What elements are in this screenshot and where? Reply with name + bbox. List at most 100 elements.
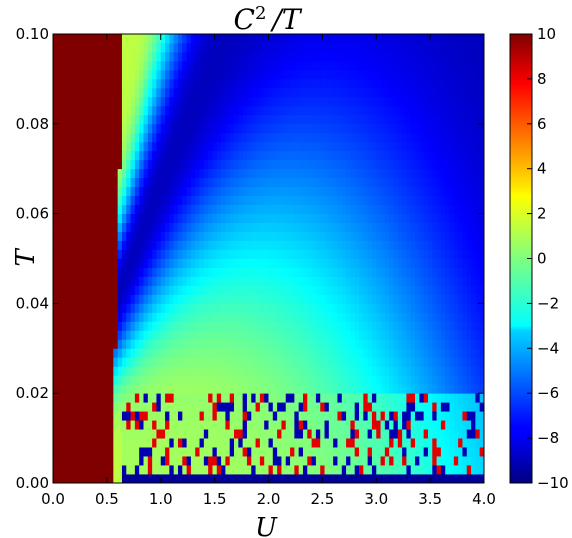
heatmap-cell [458, 474, 463, 484]
heatmap-cell [479, 303, 485, 313]
heatmap-cell [238, 447, 244, 457]
heatmap-cell [458, 141, 463, 152]
heatmap-cell [440, 159, 446, 170]
heatmap-cell [290, 78, 295, 89]
heatmap-cell [277, 348, 282, 358]
heatmap-cell [346, 303, 351, 313]
heatmap-cell [126, 438, 131, 448]
heatmap-cell [255, 375, 261, 385]
heatmap-cell [225, 42, 231, 53]
heatmap-cell [152, 429, 157, 439]
heatmap-cell [165, 384, 170, 394]
heatmap-cell [186, 69, 192, 80]
heatmap-cell [277, 447, 282, 457]
heatmap-cell [221, 303, 226, 313]
heatmap-cell [91, 51, 97, 62]
heatmap-cell [337, 330, 343, 340]
heatmap-cell [182, 42, 188, 53]
heatmap-cell [100, 294, 106, 304]
heatmap-cell [458, 240, 463, 250]
heatmap-cell [221, 204, 226, 214]
heatmap-cell [203, 132, 209, 143]
heatmap-cell [229, 456, 235, 466]
heatmap-cell [458, 51, 463, 62]
heatmap-cell [251, 222, 256, 232]
heatmap-cell [264, 402, 269, 412]
heatmap-cell [173, 114, 179, 125]
heatmap-cell [350, 87, 356, 98]
heatmap-cell [445, 87, 450, 98]
heatmap-cell [78, 375, 84, 385]
heatmap-cell [285, 438, 291, 448]
heatmap-cell [406, 141, 412, 152]
heatmap-cell [371, 465, 377, 475]
heatmap-cell [445, 285, 450, 295]
heatmap-cell [285, 105, 291, 116]
heatmap-cell [436, 411, 442, 421]
heatmap-cell [307, 69, 312, 80]
heatmap-cell [78, 429, 84, 439]
heatmap-cell [419, 132, 425, 143]
heatmap-cell [380, 411, 386, 421]
heatmap-cell [380, 168, 386, 179]
heatmap-cell [259, 258, 265, 268]
heatmap-cell [225, 429, 231, 439]
heatmap-cell [324, 420, 330, 430]
heatmap-cell [113, 213, 119, 223]
heatmap-cell [212, 357, 218, 367]
heatmap-cell [337, 429, 343, 439]
heatmap-cell [212, 411, 218, 421]
heatmap-cell [371, 213, 377, 223]
heatmap-cell [238, 177, 244, 188]
heatmap-cell [186, 195, 192, 206]
heatmap-cell [165, 285, 170, 295]
heatmap-cell [311, 204, 317, 214]
heatmap-cell [165, 105, 170, 116]
heatmap-cell [165, 375, 170, 385]
heatmap-cell [350, 447, 356, 457]
heatmap-cell [177, 159, 183, 170]
heatmap-cell [83, 285, 88, 295]
heatmap-cell [380, 186, 386, 197]
heatmap-cell [173, 249, 179, 259]
heatmap-cell [246, 105, 252, 116]
heatmap-cell [121, 258, 127, 268]
heatmap-cell [234, 51, 239, 62]
heatmap-cell [453, 249, 459, 259]
heatmap-cell [156, 186, 162, 197]
heatmap-cell [177, 438, 183, 448]
heatmap-cell [160, 60, 166, 71]
heatmap-cell [449, 87, 455, 98]
heatmap-cell [238, 87, 244, 98]
heatmap-cell [294, 366, 300, 376]
heatmap-cell [415, 60, 420, 71]
heatmap-cell [371, 177, 377, 188]
heatmap-cell [311, 249, 317, 259]
heatmap-cell [453, 348, 459, 358]
heatmap-cell [57, 195, 63, 206]
heatmap-cell [104, 60, 110, 71]
heatmap-cell [294, 132, 300, 143]
heatmap-cell [165, 321, 170, 331]
heatmap-cell [359, 51, 364, 62]
heatmap-cell [74, 465, 80, 475]
heatmap-cell [367, 330, 373, 340]
heatmap-cell [83, 339, 88, 349]
heatmap-cell [290, 168, 295, 179]
heatmap-cell [143, 132, 149, 143]
heatmap-cell [117, 105, 123, 116]
heatmap-cell [109, 321, 114, 331]
heatmap-cell [402, 195, 407, 206]
heatmap-cell [402, 231, 407, 241]
heatmap-cell [186, 222, 192, 232]
heatmap-cell [83, 150, 88, 161]
heatmap-cell [195, 78, 200, 89]
heatmap-cell [221, 78, 226, 89]
heatmap-cell [419, 42, 425, 53]
heatmap-cell [70, 429, 75, 439]
heatmap-cell [70, 204, 75, 214]
heatmap-cell [397, 195, 403, 206]
heatmap-cell [78, 42, 84, 53]
heatmap-cell [238, 393, 244, 403]
heatmap-cell [268, 123, 274, 134]
